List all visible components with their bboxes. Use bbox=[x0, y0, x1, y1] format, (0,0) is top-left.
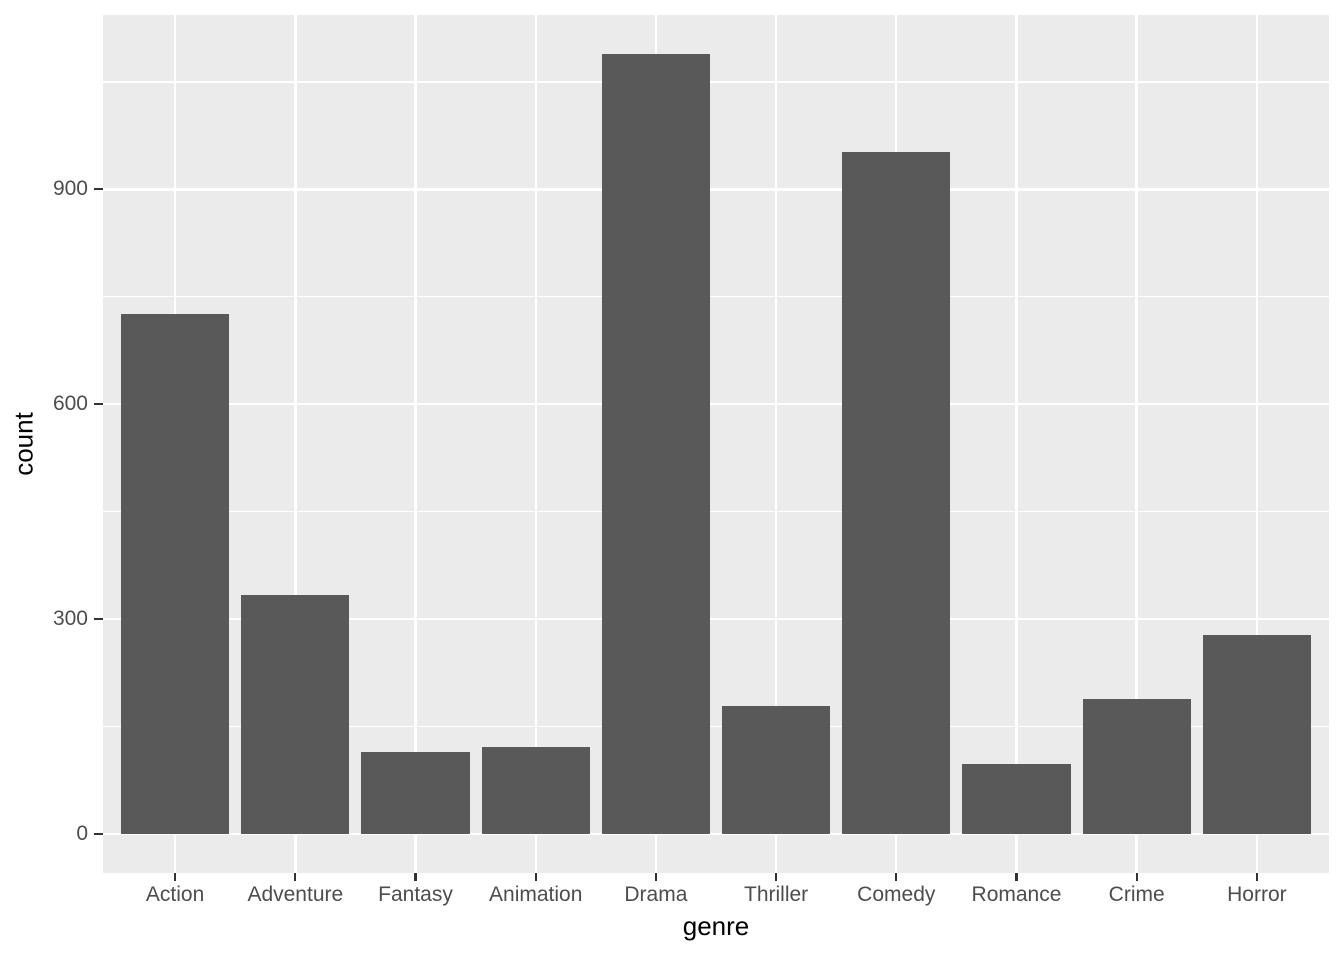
y-tick-mark bbox=[94, 618, 103, 621]
x-axis-title: genre bbox=[682, 911, 750, 941]
x-tick-mark bbox=[774, 873, 778, 881]
bar-animation bbox=[481, 747, 590, 834]
bar-thriller bbox=[722, 705, 831, 834]
x-tick-label: Adventure bbox=[247, 883, 344, 906]
h-gridline-minor bbox=[103, 81, 1329, 83]
h-gridline-major bbox=[103, 617, 1329, 621]
h-gridline-minor bbox=[103, 511, 1329, 513]
bar-fantasy bbox=[361, 751, 470, 834]
h-gridline-major bbox=[103, 403, 1329, 406]
y-tick-mark bbox=[94, 188, 103, 191]
x-tick-label: Drama bbox=[624, 883, 688, 906]
h-gridline-minor bbox=[103, 725, 1329, 728]
bar-drama bbox=[601, 54, 710, 834]
x-tick-mark bbox=[895, 873, 898, 881]
x-tick-mark bbox=[1135, 873, 1138, 881]
y-tick-mark bbox=[94, 403, 103, 406]
x-tick-label: Comedy bbox=[857, 883, 936, 906]
x-tick-mark bbox=[1015, 873, 1018, 881]
y-tick-mark bbox=[94, 832, 103, 836]
x-tick-mark bbox=[1255, 873, 1258, 881]
h-gridline-minor bbox=[103, 296, 1329, 298]
bar-comedy bbox=[842, 152, 951, 834]
x-tick-mark bbox=[414, 873, 417, 881]
y-tick-label: 900 bbox=[52, 177, 88, 201]
plot-panel bbox=[103, 15, 1329, 873]
bar-adventure bbox=[241, 595, 350, 834]
bar-horror bbox=[1202, 634, 1311, 834]
v-gridline-major bbox=[534, 15, 537, 873]
v-gridline-major bbox=[1255, 15, 1259, 873]
x-tick-mark bbox=[294, 873, 297, 881]
y-tick-label: 600 bbox=[52, 392, 88, 416]
bar-action bbox=[121, 314, 230, 834]
bar-crime bbox=[1082, 699, 1191, 834]
x-tick-label: Thriller bbox=[744, 883, 809, 906]
x-tick-label: Crime bbox=[1108, 883, 1165, 906]
x-tick-label: Animation bbox=[489, 883, 583, 906]
x-tick-label: Romance bbox=[971, 883, 1062, 906]
bar-romance bbox=[962, 763, 1071, 834]
v-gridline-major bbox=[1135, 15, 1138, 873]
h-gridline-major bbox=[103, 188, 1329, 191]
y-axis-title: count bbox=[8, 412, 39, 476]
y-tick-label: 300 bbox=[52, 607, 88, 631]
v-gridline-major bbox=[294, 15, 297, 873]
h-gridline-major bbox=[103, 832, 1329, 836]
x-tick-mark bbox=[534, 873, 537, 881]
x-tick-label: Action bbox=[145, 883, 205, 906]
v-gridline-major bbox=[414, 15, 417, 873]
x-tick-label: Fantasy bbox=[378, 883, 453, 906]
x-tick-mark bbox=[654, 873, 657, 881]
x-tick-mark bbox=[174, 873, 177, 881]
y-tick-label: 0 bbox=[76, 821, 88, 845]
x-tick-label: Horror bbox=[1227, 883, 1287, 906]
v-gridline-major bbox=[1015, 15, 1018, 873]
v-gridline-major bbox=[774, 15, 778, 873]
